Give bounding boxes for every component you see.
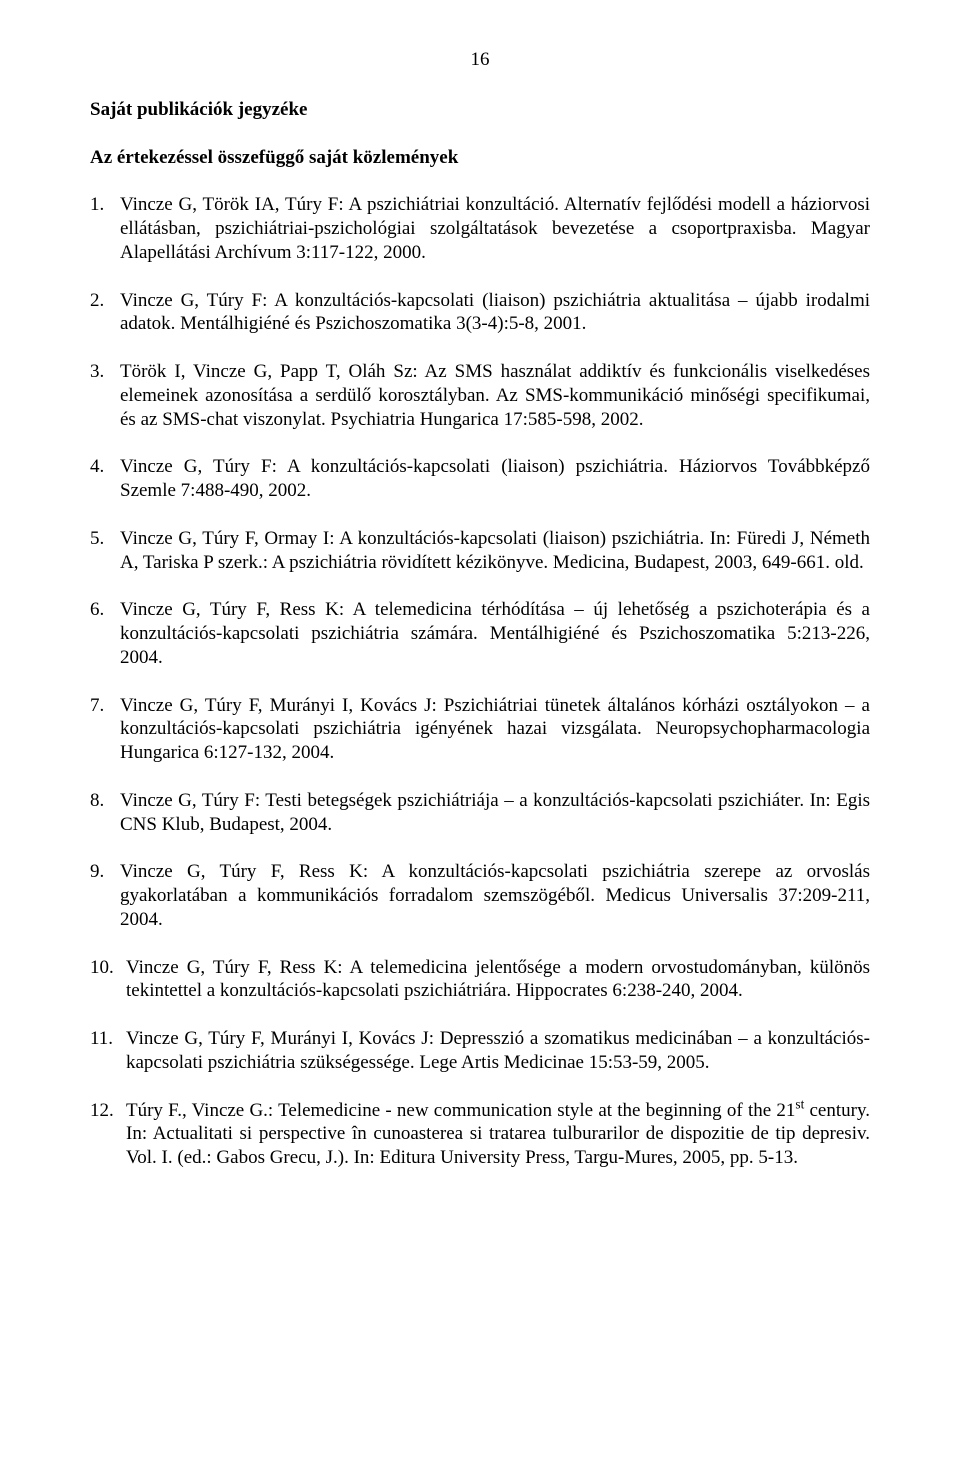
reference-number: 3. xyxy=(90,360,120,431)
reference-number: 6. xyxy=(90,598,120,669)
reference-number: 7. xyxy=(90,694,120,765)
reference-text: Vincze G, Túry F, Ormay I: A konzultáció… xyxy=(120,527,870,575)
reference-item: 8. Vincze G, Túry F: Testi betegségek ps… xyxy=(90,789,870,837)
reference-number: 12. xyxy=(90,1099,126,1170)
reference-text: Vincze G, Túry F: Testi betegségek pszic… xyxy=(120,789,870,837)
reference-number: 2. xyxy=(90,289,120,337)
reference-number: 11. xyxy=(90,1027,126,1075)
reference-text: Vincze G, Túry F, Ress K: A telemedicina… xyxy=(120,598,870,669)
reference-text: Vincze G, Túry F: A konzultációs-kapcsol… xyxy=(120,289,870,337)
reference-item: 12. Túry F., Vincze G.: Telemedicine - n… xyxy=(90,1099,870,1170)
reference-text: Vincze G, Török IA, Túry F: A pszichiátr… xyxy=(120,193,870,264)
reference-item: 9. Vincze G, Túry F, Ress K: A konzultác… xyxy=(90,860,870,931)
reference-number: 4. xyxy=(90,455,120,503)
section-title: Saját publikációk jegyzéke xyxy=(90,98,870,122)
reference-item: 5. Vincze G, Túry F, Ormay I: A konzultá… xyxy=(90,527,870,575)
reference-number: 9. xyxy=(90,860,120,931)
reference-item: 3. Török I, Vincze G, Papp T, Oláh Sz: A… xyxy=(90,360,870,431)
reference-text: Török I, Vincze G, Papp T, Oláh Sz: Az S… xyxy=(120,360,870,431)
page-number: 16 xyxy=(90,48,870,72)
subsection-title: Az értekezéssel összefüggő saját közlemé… xyxy=(90,146,870,170)
reference-sup: st xyxy=(795,1096,804,1111)
reference-text: Vincze G, Túry F, Ress K: A konzultációs… xyxy=(120,860,870,931)
reference-text: Vincze G, Túry F, Murányi I, Kovács J: P… xyxy=(120,694,870,765)
reference-text: Túry F., Vincze G.: Telemedicine - new c… xyxy=(126,1099,870,1170)
reference-text: Vincze G, Túry F, Ress K: A telemedicina… xyxy=(126,956,870,1004)
reference-item: 6. Vincze G, Túry F, Ress K: A telemedic… xyxy=(90,598,870,669)
reference-item: 7. Vincze G, Túry F, Murányi I, Kovács J… xyxy=(90,694,870,765)
reference-number: 10. xyxy=(90,956,126,1004)
reference-item: 1. Vincze G, Török IA, Túry F: A pszichi… xyxy=(90,193,870,264)
reference-item: 11. Vincze G, Túry F, Murányi I, Kovács … xyxy=(90,1027,870,1075)
reference-text: Vincze G, Túry F: A konzultációs-kapcsol… xyxy=(120,455,870,503)
reference-list: 1. Vincze G, Török IA, Túry F: A pszichi… xyxy=(90,193,870,1170)
reference-text: Vincze G, Túry F, Murányi I, Kovács J: D… xyxy=(126,1027,870,1075)
reference-number: 5. xyxy=(90,527,120,575)
reference-item: 10. Vincze G, Túry F, Ress K: A telemedi… xyxy=(90,956,870,1004)
reference-item: 2. Vincze G, Túry F: A konzultációs-kapc… xyxy=(90,289,870,337)
reference-number: 8. xyxy=(90,789,120,837)
reference-item: 4. Vincze G, Túry F: A konzultációs-kapc… xyxy=(90,455,870,503)
reference-number: 1. xyxy=(90,193,120,264)
reference-text-before: Túry F., Vincze G.: Telemedicine - new c… xyxy=(126,1100,795,1121)
